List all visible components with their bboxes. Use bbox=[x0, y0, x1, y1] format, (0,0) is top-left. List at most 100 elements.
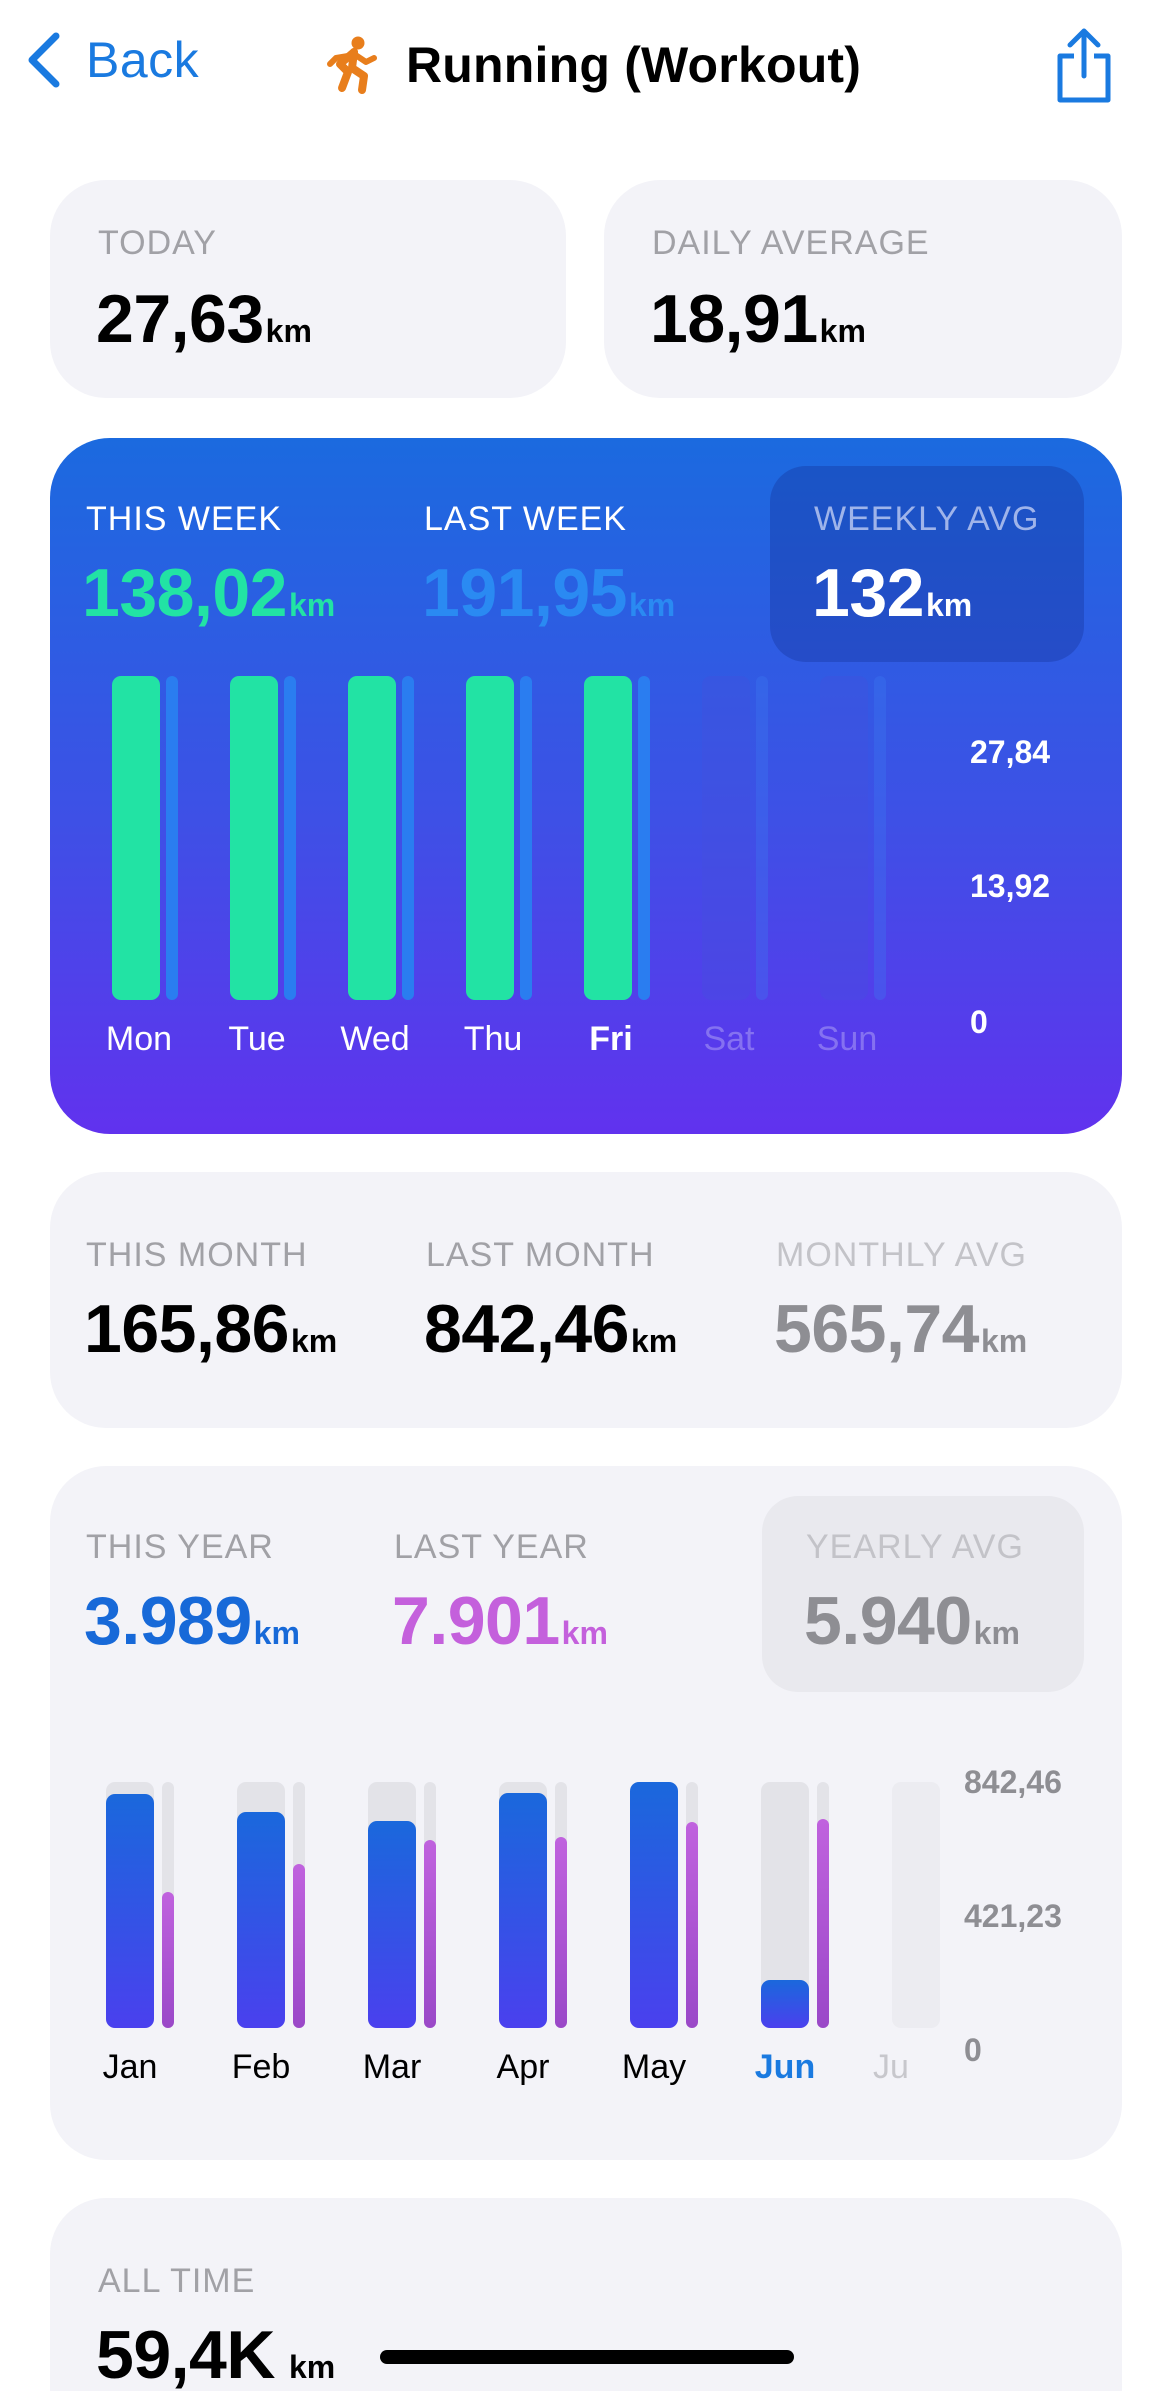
share-icon[interactable] bbox=[1052, 26, 1116, 106]
last-week-bar bbox=[402, 676, 414, 1000]
month-label: Ju bbox=[873, 2048, 909, 2086]
yearly-avg-value: 5.940 bbox=[804, 1583, 972, 1659]
month-label: Mar bbox=[362, 2048, 422, 2086]
last-month-unit: km bbox=[630, 1323, 678, 1359]
this-month-value-group: 165,86km bbox=[84, 1290, 337, 1368]
week-axis-mid: 13,92 bbox=[970, 868, 1051, 904]
today-card: TODAY 27,63km bbox=[50, 180, 566, 398]
monthly-avg-unit: km bbox=[980, 1323, 1028, 1359]
month-track-thin bbox=[948, 1782, 960, 2028]
today-unit: km bbox=[265, 313, 312, 349]
all-time-label: ALL TIME bbox=[98, 2262, 256, 2300]
this-year-unit: km bbox=[253, 1615, 300, 1651]
last-week-bar bbox=[874, 676, 886, 1000]
day-label: Sat bbox=[703, 1020, 755, 1058]
yearly-avg-value-group: 5.940km bbox=[804, 1582, 1020, 1660]
week-axis-zero: 0 bbox=[970, 1004, 988, 1040]
all-time-value: 59,4K bbox=[96, 2317, 275, 2391]
day-label: Mon bbox=[105, 1020, 173, 1058]
last-year-value: 7.901 bbox=[392, 1583, 560, 1659]
last-year-bar bbox=[555, 1836, 567, 2028]
last-year-bar bbox=[686, 1822, 698, 2028]
last-year-bar bbox=[817, 1819, 829, 2028]
last-month-label: LAST MONTH bbox=[426, 1236, 655, 1274]
this-year-bar bbox=[499, 1792, 547, 2028]
weekly-avg-value: 132 bbox=[812, 555, 924, 631]
yearly-avg-box bbox=[762, 1496, 1084, 1692]
week-card: THIS WEEK 138,02km LAST WEEK 191,95km WE… bbox=[50, 438, 1122, 1134]
last-month-value: 842,46 bbox=[424, 1291, 629, 1367]
last-week-bar bbox=[638, 676, 650, 1000]
this-year-label: THIS YEAR bbox=[86, 1528, 274, 1566]
empty-day-slot bbox=[820, 676, 868, 1000]
year-axis-mid: 421,23 bbox=[964, 1898, 1062, 1934]
monthly-avg-value: 565,74 bbox=[774, 1291, 979, 1367]
last-year-bar bbox=[162, 1892, 174, 2028]
last-week-label: LAST WEEK bbox=[424, 500, 627, 538]
month-label: Apr bbox=[496, 2048, 550, 2086]
this-week-value-group: 138,02km bbox=[82, 554, 335, 632]
all-time-card: ALL TIME 59,4K km bbox=[50, 2198, 1122, 2391]
year-axis-zero: 0 bbox=[964, 2032, 982, 2068]
all-time-value-group: 59,4K km bbox=[96, 2316, 335, 2391]
month-track bbox=[892, 1782, 940, 2028]
title-group: Running (Workout) bbox=[318, 34, 861, 96]
this-year-bar bbox=[630, 1782, 678, 2028]
last-year-bar bbox=[424, 1839, 436, 2028]
day-label: Sun bbox=[816, 1020, 878, 1058]
daily-average-value-group: 18,91km bbox=[650, 280, 866, 358]
today-value: 27,63 bbox=[96, 281, 264, 357]
this-year-bar bbox=[761, 1979, 809, 2028]
this-year-bar bbox=[237, 1811, 285, 2028]
yearly-avg-unit: km bbox=[973, 1615, 1020, 1651]
day-label: Tue bbox=[228, 1020, 286, 1058]
day-label: Wed bbox=[340, 1020, 410, 1058]
this-week-value: 138,02 bbox=[82, 555, 287, 631]
this-week-bar bbox=[112, 676, 160, 1000]
last-week-bar bbox=[756, 676, 768, 1000]
page-title: Running (Workout) bbox=[406, 37, 862, 93]
monthly-avg-value-group: 565,74km bbox=[774, 1290, 1027, 1368]
this-month-value: 165,86 bbox=[84, 1291, 289, 1367]
monthly-avg-label: MONTHLY AVG bbox=[776, 1236, 1027, 1274]
day-label: Fri bbox=[589, 1020, 633, 1058]
last-year-unit: km bbox=[561, 1615, 608, 1651]
this-week-unit: km bbox=[288, 587, 336, 623]
daily-average-unit: km bbox=[819, 313, 866, 349]
last-year-label: LAST YEAR bbox=[394, 1528, 589, 1566]
today-value-group: 27,63km bbox=[96, 280, 312, 358]
back-label: Back bbox=[86, 32, 200, 88]
this-year-bar bbox=[368, 1820, 416, 2028]
empty-day-slot bbox=[702, 676, 750, 1000]
this-year-value: 3.989 bbox=[84, 1583, 252, 1659]
daily-average-value: 18,91 bbox=[650, 281, 818, 357]
month-label: Feb bbox=[231, 2048, 291, 2086]
last-week-bar bbox=[166, 676, 178, 1000]
weekly-avg-unit: km bbox=[925, 587, 973, 623]
this-week-bar bbox=[230, 676, 278, 1000]
last-week-value-group: 191,95km bbox=[422, 554, 675, 632]
home-indicator[interactable] bbox=[380, 2350, 794, 2364]
this-month-unit: km bbox=[290, 1323, 338, 1359]
last-week-bar bbox=[520, 676, 532, 1000]
last-week-unit: km bbox=[628, 587, 676, 623]
today-label: TODAY bbox=[98, 224, 217, 262]
all-time-unit: km bbox=[288, 2349, 336, 2385]
this-week-bar bbox=[466, 676, 514, 1000]
this-year-bar bbox=[106, 1794, 154, 2028]
this-week-label: THIS WEEK bbox=[86, 500, 283, 538]
chevron-left-icon bbox=[28, 32, 60, 88]
back-button[interactable]: Back bbox=[24, 30, 199, 90]
daily-average-card: DAILY AVERAGE 18,91km bbox=[604, 180, 1122, 398]
month-label: May bbox=[621, 2048, 687, 2086]
last-week-bar bbox=[284, 676, 296, 1000]
last-year-bar bbox=[293, 1864, 305, 2028]
this-week-bar bbox=[584, 676, 632, 1000]
year-axis-top: 842,46 bbox=[964, 1764, 1062, 1800]
yearly-avg-label: YEARLY AVG bbox=[806, 1528, 1024, 1566]
nav-bar: Back Running (Workout) bbox=[0, 0, 1170, 140]
day-label: Thu bbox=[463, 1020, 523, 1058]
week-axis-top: 27,84 bbox=[970, 734, 1051, 770]
month-label: Jun bbox=[754, 2048, 816, 2086]
running-figure-icon bbox=[327, 36, 377, 94]
